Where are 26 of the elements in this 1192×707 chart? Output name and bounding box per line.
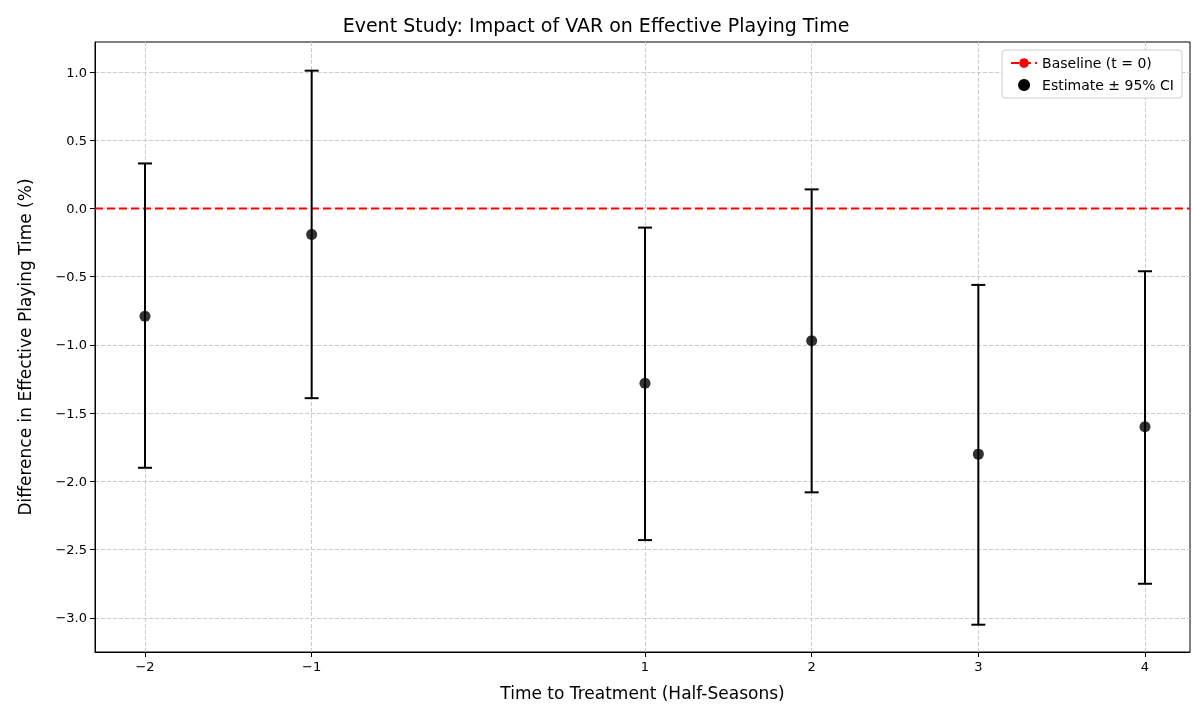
x-tick-label: 3 xyxy=(974,659,983,674)
x-tick-label: 1 xyxy=(640,659,650,674)
point xyxy=(1139,421,1151,433)
point xyxy=(306,228,318,240)
point xyxy=(972,448,984,460)
legend-label: Baseline (t = 0) xyxy=(1042,55,1152,71)
legend-label: Estimate ± 95% CI xyxy=(1042,77,1175,93)
y-tick-label: −2.0 xyxy=(55,473,87,489)
y-axis-title: Difference in Effective Playing Time (%) xyxy=(14,178,35,516)
y-tick-label: −0.5 xyxy=(55,269,87,285)
x-axis-title: Time to Treatment (Half-Seasons) xyxy=(499,682,785,703)
chart-title: Event Study: Impact of VAR on Effective Playing Time xyxy=(342,13,850,36)
point xyxy=(806,335,818,347)
x-tick-label: −1 xyxy=(302,659,322,674)
y-tick-label: −1.0 xyxy=(55,337,87,353)
y-tick-label: 0.0 xyxy=(66,200,87,216)
point xyxy=(139,310,151,322)
y-tick-label: 1.0 xyxy=(66,64,87,80)
y-tick-label: −1.5 xyxy=(55,405,87,421)
y-tick-label: −3.0 xyxy=(55,610,87,626)
x-tick-label: 4 xyxy=(1140,659,1150,674)
y-tick-label: 0.5 xyxy=(66,132,87,148)
x-tick-label: 2 xyxy=(807,659,816,674)
point xyxy=(639,377,651,389)
x-tick-label: −2 xyxy=(135,659,155,674)
y-tick-label: −2.5 xyxy=(55,542,87,558)
